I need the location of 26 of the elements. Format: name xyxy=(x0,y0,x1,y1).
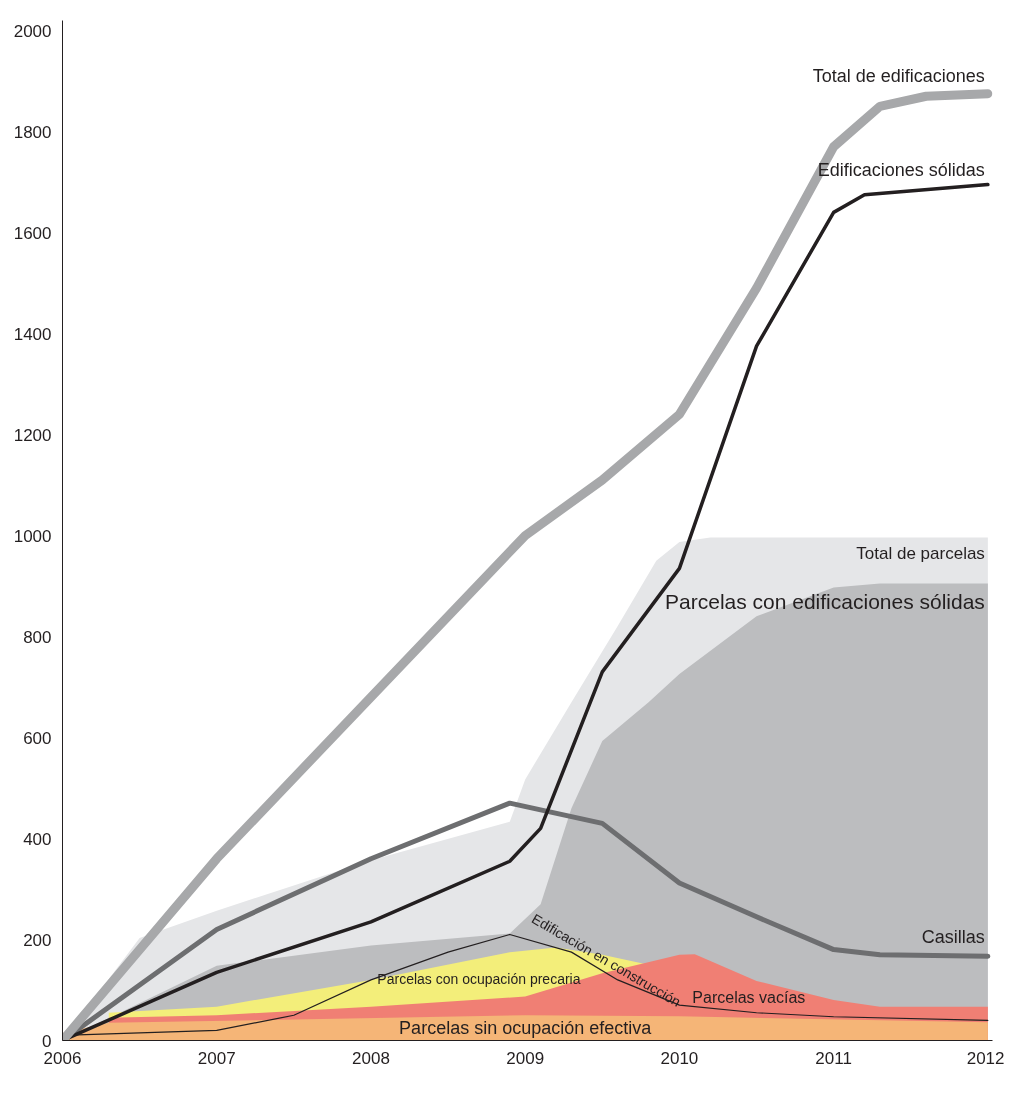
y-tick-label: 600 xyxy=(23,728,52,748)
x-tick-label: 2009 xyxy=(506,1048,545,1068)
y-tick-label: 1000 xyxy=(13,526,52,546)
x-tick-label: 2012 xyxy=(966,1048,1005,1068)
y-tick-label: 1200 xyxy=(13,425,52,445)
series-label: Edificaciones sólidas xyxy=(817,159,985,180)
y-tick-label: 1400 xyxy=(13,324,52,344)
series-label: Total de parcelas xyxy=(856,543,985,563)
y-tick-label: 0 xyxy=(42,1031,52,1051)
x-tick-label: 2008 xyxy=(352,1048,390,1068)
series-label: Total de edificaciones xyxy=(812,66,985,87)
y-tick-label: 400 xyxy=(23,829,52,849)
x-tick-label: 2007 xyxy=(197,1048,236,1068)
series-label: Parcelas vacías xyxy=(692,989,806,1007)
x-tick-label: 2011 xyxy=(815,1048,852,1068)
y-tick-label: 1800 xyxy=(13,122,52,142)
y-tick-label: 1600 xyxy=(13,223,52,243)
x-tick-label: 2006 xyxy=(43,1048,82,1068)
y-tick-label: 200 xyxy=(23,930,52,950)
series-label: Casillas xyxy=(921,927,985,948)
series-label: Parcelas con ocupación precaria xyxy=(377,970,581,987)
y-tick-label: 800 xyxy=(23,627,52,647)
x-tick-label: 2010 xyxy=(660,1048,699,1068)
y-tick-label: 2000 xyxy=(13,21,52,41)
series-label: Parcelas sin ocupación efectiva xyxy=(399,1017,653,1038)
series-label: Parcelas con edificaciones sólidas xyxy=(665,589,985,613)
